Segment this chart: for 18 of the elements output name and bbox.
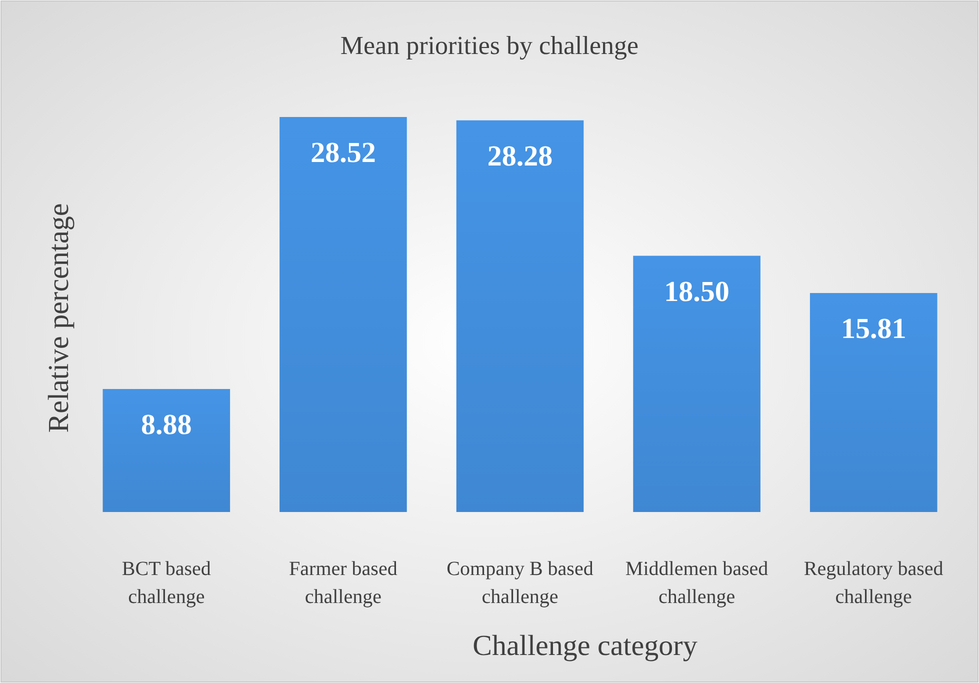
chart-title: Mean priorities by challenge bbox=[340, 31, 639, 60]
x-tick-label: BCT based challenge bbox=[122, 558, 211, 608]
bar bbox=[456, 120, 584, 512]
data-label: 15.81 bbox=[840, 313, 906, 346]
data-label: 8.88 bbox=[141, 409, 192, 442]
data-label: 18.50 bbox=[664, 276, 730, 308]
data-label: 28.52 bbox=[310, 137, 376, 169]
x-tick-label: Regulatory based challenge bbox=[804, 558, 944, 608]
bar bbox=[102, 389, 230, 512]
y-axis-title: Relative percentage bbox=[43, 203, 75, 433]
data-label: 28.28 bbox=[487, 140, 553, 172]
x-tick-label: Farmer based challenge bbox=[289, 558, 398, 608]
x-axis-title: Challenge category bbox=[472, 630, 698, 662]
x-tick-label: Middlemen based challenge bbox=[625, 558, 768, 608]
bar bbox=[280, 117, 407, 512]
bar bbox=[633, 256, 760, 512]
x-tick-label: Company B based challenge bbox=[446, 558, 594, 608]
bar bbox=[810, 293, 938, 512]
